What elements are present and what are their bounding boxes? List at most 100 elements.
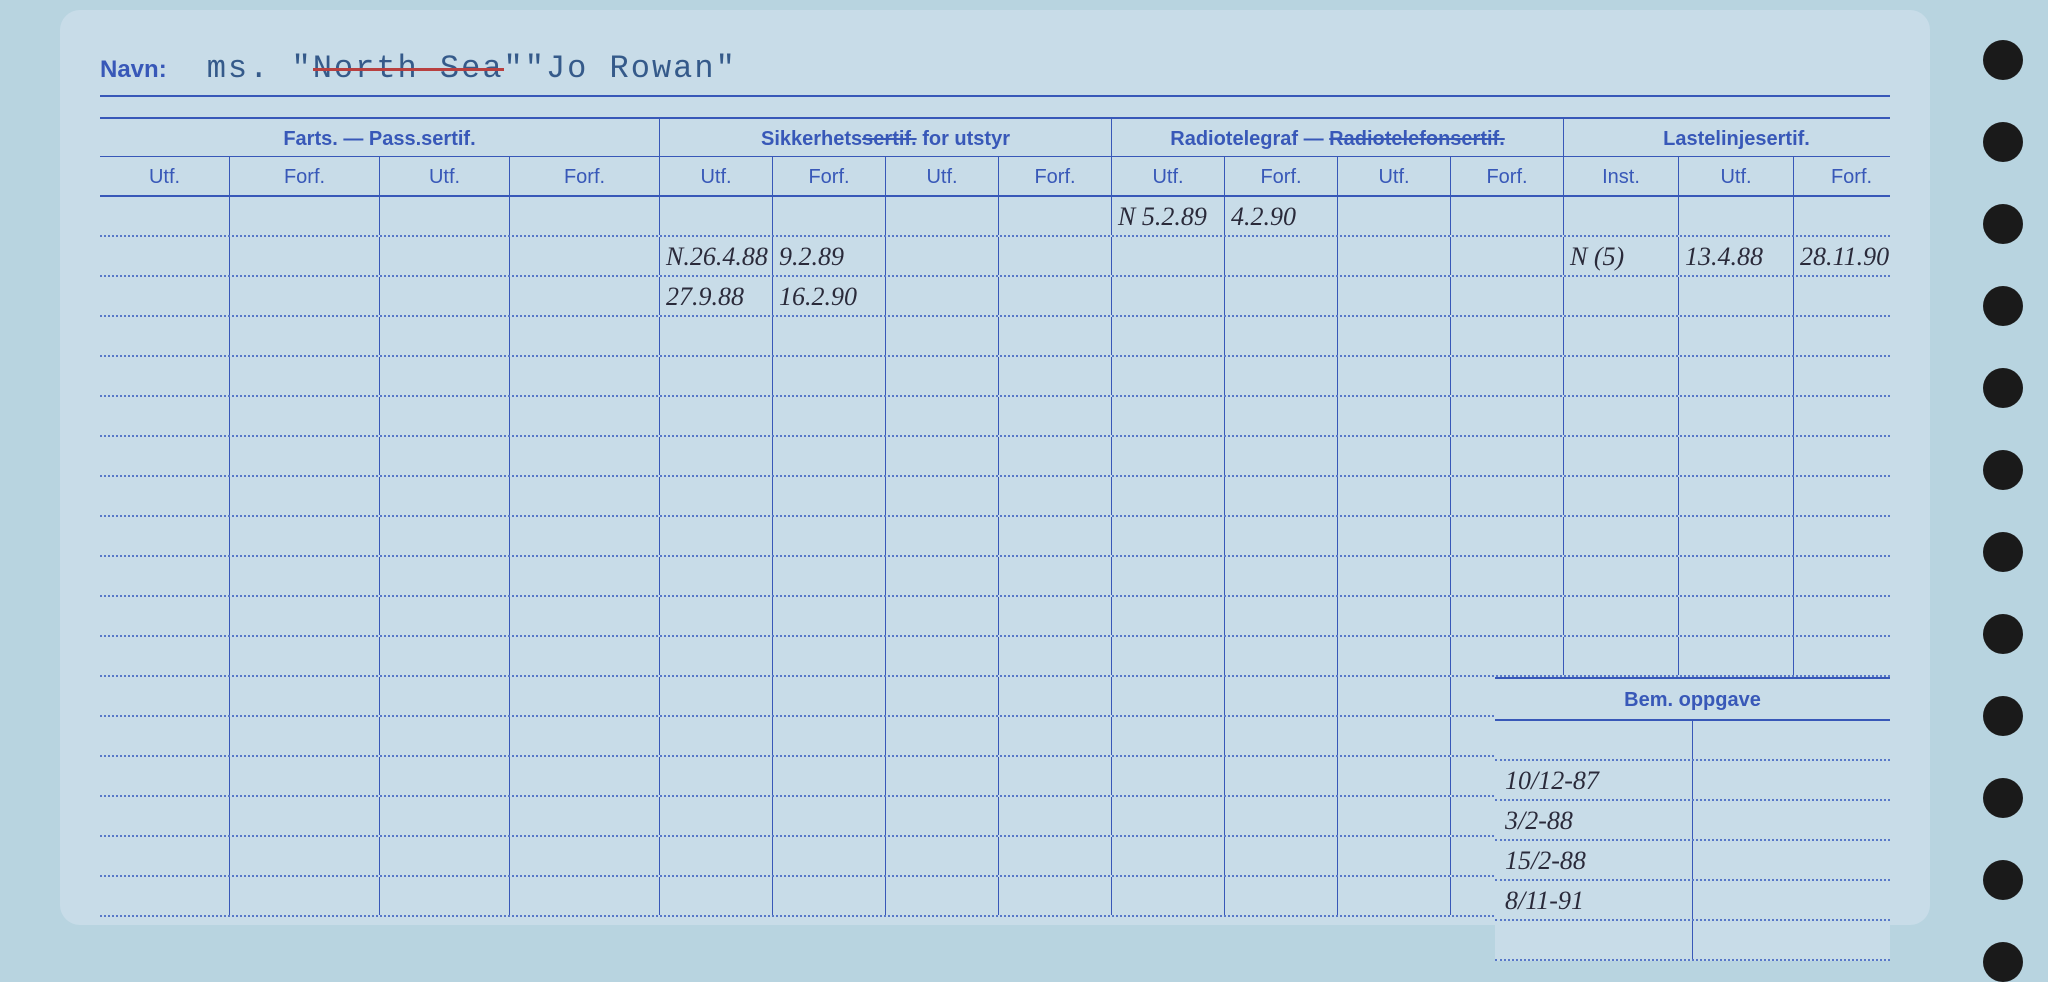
table-cell: [1564, 317, 1679, 355]
table-row: [100, 557, 1890, 597]
table-cell: [1112, 637, 1225, 675]
table-cell: [999, 517, 1112, 555]
table-cell: [886, 357, 999, 395]
col-header: Utf.: [660, 157, 773, 195]
bem-cell: [1693, 801, 1890, 839]
table-cell: [773, 757, 886, 795]
table-cell: [999, 757, 1112, 795]
table-cell: N.26.4.88: [660, 237, 773, 275]
table-cell: [380, 357, 510, 395]
table-cell: [1679, 637, 1794, 675]
table-cell: [999, 877, 1112, 915]
table-cell: [380, 237, 510, 275]
table-cell: [230, 237, 380, 275]
bem-cell: [1693, 761, 1890, 799]
table-cell: [1679, 397, 1794, 435]
table-cell: [1338, 557, 1451, 595]
table-cell: [380, 637, 510, 675]
table-cell: [660, 397, 773, 435]
table-cell: [1794, 317, 1909, 355]
bem-cell: [1693, 721, 1890, 759]
bem-cell: [1693, 881, 1890, 919]
table-cell: [1794, 637, 1909, 675]
table-cell: [660, 517, 773, 555]
bem-row: 8/11-91: [1495, 881, 1890, 921]
col-header: Forf.: [1451, 157, 1564, 195]
table-cell: [380, 437, 510, 475]
table-cell: N 5.2.89: [1112, 197, 1225, 235]
table-cell: [1112, 837, 1225, 875]
navn-struck: North Sea: [313, 50, 504, 87]
punch-hole: [1983, 368, 2023, 408]
table-cell: [1564, 357, 1679, 395]
table-cell: [1338, 677, 1451, 715]
table-cell: [230, 837, 380, 875]
table-cell: [1564, 197, 1679, 235]
table-cell: [230, 797, 380, 835]
bem-cell: [1693, 921, 1890, 959]
table-cell: [510, 557, 660, 595]
table-cell: [1225, 277, 1338, 315]
table-cell: [1338, 437, 1451, 475]
table-cell: [510, 237, 660, 275]
table-cell: [999, 437, 1112, 475]
col-header: Utf.: [886, 157, 999, 195]
table-cell: [999, 837, 1112, 875]
bem-oppgave-section: Bem. oppgave 10/12-873/2-8815/2-888/11-9…: [1495, 677, 1890, 961]
group-header: Radiotelegraf — Radiotelefonsertif.: [1112, 119, 1564, 156]
table-cell: [1112, 557, 1225, 595]
col-header: Utf.: [1679, 157, 1794, 195]
table-cell: [230, 597, 380, 635]
table-cell: [1451, 237, 1564, 275]
table-cell: [660, 637, 773, 675]
table-cell: [1564, 517, 1679, 555]
table-cell: [1794, 597, 1909, 635]
table-cell: [886, 197, 999, 235]
table-cell: [1112, 277, 1225, 315]
table-cell: [660, 557, 773, 595]
table-cell: [100, 757, 230, 795]
table-row: N 5.2.894.2.90: [100, 197, 1890, 237]
table-cell: [100, 317, 230, 355]
table-cell: [1112, 437, 1225, 475]
table-cell: [1564, 557, 1679, 595]
table-cell: [886, 597, 999, 635]
navn-label: Navn:: [100, 56, 167, 84]
table-cell: [1564, 437, 1679, 475]
table-cell: [773, 717, 886, 755]
certificate-table: Farts. — Pass.sertif.Sikkerhetssertif. f…: [100, 117, 1890, 917]
table-cell: [1225, 477, 1338, 515]
table-cell: [999, 717, 1112, 755]
table-cell: [660, 317, 773, 355]
table-cell: [1225, 357, 1338, 395]
table-cell: [230, 277, 380, 315]
table-cell: [100, 637, 230, 675]
punch-hole: [1983, 450, 2023, 490]
col-header: Forf.: [230, 157, 380, 195]
table-cell: [1112, 597, 1225, 635]
table-row: [100, 437, 1890, 477]
table-cell: [1112, 397, 1225, 435]
table-cell: [660, 357, 773, 395]
table-cell: [1225, 797, 1338, 835]
table-cell: [1451, 277, 1564, 315]
table-cell: [1338, 877, 1451, 915]
table-cell: [1451, 597, 1564, 635]
table-cell: [510, 197, 660, 235]
table-row: [100, 357, 1890, 397]
name-row: Navn: ms. "North Sea""Jo Rowan": [100, 50, 1890, 97]
table-cell: [773, 797, 886, 835]
table-cell: [1225, 397, 1338, 435]
table-cell: [1338, 477, 1451, 515]
table-cell: [660, 877, 773, 915]
table-cell: [886, 717, 999, 755]
table-cell: [100, 557, 230, 595]
table-cell: [886, 797, 999, 835]
table-row: 27.9.8816.2.90: [100, 277, 1890, 317]
table-cell: [1564, 637, 1679, 675]
table-cell: [1451, 557, 1564, 595]
table-cell: [1794, 197, 1909, 235]
table-cell: [999, 597, 1112, 635]
table-cell: [999, 277, 1112, 315]
table-cell: N (5): [1564, 237, 1679, 275]
